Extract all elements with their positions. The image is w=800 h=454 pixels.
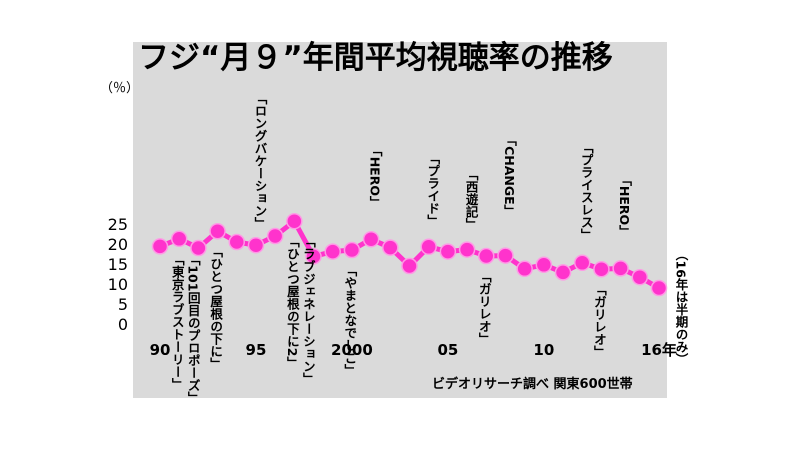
annotation-label: 「HERO」	[368, 144, 383, 208]
annotation-label: 「101回目のプロポーズ」	[186, 253, 201, 404]
x-tick-label: 05	[437, 341, 458, 359]
data-point	[170, 230, 188, 248]
data-point	[420, 238, 437, 256]
source-note: ビデオリサーチ調べ 関東600世帯	[432, 376, 633, 392]
data-point	[151, 238, 169, 255]
annotation-label: 「ひとつ屋根の下に2」	[285, 235, 300, 369]
y-tick-label: 25	[108, 215, 128, 234]
y-tick-label: 15	[108, 255, 128, 274]
x-tick-label: 2000	[331, 341, 373, 359]
annotation-label: 「プライド」	[425, 152, 440, 227]
data-point	[554, 264, 572, 281]
data-point	[209, 222, 226, 240]
data-point	[266, 227, 284, 245]
data-point	[535, 256, 553, 274]
data-point	[478, 247, 495, 265]
data-point	[497, 247, 514, 264]
data-point	[247, 236, 265, 254]
chart-background	[133, 42, 667, 398]
data-point	[631, 268, 649, 286]
data-point	[458, 241, 476, 258]
annotation-label: 「西遊記」	[464, 168, 479, 231]
data-point	[228, 233, 246, 251]
annotation-group: 「東京ラブストーリー」 「101回目のプロポーズ」 「ひとつ屋根の下に」 「ロングバケ…	[170, 92, 689, 404]
data-point	[516, 260, 533, 278]
data-point	[439, 243, 457, 260]
data-point	[324, 243, 341, 260]
y-axis-label: （％）	[100, 81, 139, 96]
annotation-label: 「HERO」	[617, 173, 632, 237]
annotation-label: （16年は半期のみ）	[674, 248, 689, 365]
data-point	[650, 279, 668, 297]
x-tick-group: 90 95 2000 05 10 16年	[150, 341, 677, 359]
y-tick-label: 0	[118, 315, 128, 334]
data-point	[612, 260, 629, 277]
annotation-label: 「東京ラブストーリー」	[170, 253, 185, 390]
y-tick-label: 10	[108, 275, 128, 294]
data-point	[362, 230, 380, 248]
data-point-group	[151, 212, 668, 297]
y-tick-label: 20	[108, 235, 128, 254]
data-point	[190, 239, 207, 257]
annotation-label: 「CHANGE」	[502, 134, 517, 218]
data-point	[573, 254, 591, 272]
annotation-label: 「プライスレス」	[579, 141, 594, 241]
annotation-label: 「ひとつ屋根の下に」	[208, 245, 223, 370]
data-point	[382, 239, 399, 256]
annotation-label: 「ラブジェネレーション」	[301, 235, 316, 385]
annotation-label: 「ガリレオ」	[477, 270, 492, 345]
x-tick-label: 16年	[641, 341, 677, 359]
x-tick-label: 90	[150, 341, 171, 359]
data-point	[286, 212, 303, 230]
y-tick-label: 5	[118, 295, 128, 314]
chart-title: フジ“月９”年間平均視聴率の推移	[138, 40, 613, 76]
data-point	[593, 260, 610, 278]
data-point	[401, 257, 418, 275]
annotation-label: 「ロングバケーション」	[252, 92, 267, 230]
x-tick-label: 95	[246, 341, 267, 359]
annotation-label: 「ガリレオ」	[592, 283, 607, 358]
data-point	[305, 248, 322, 265]
data-point	[343, 241, 361, 259]
annotation-label: 「やまとなでしこ」	[342, 264, 357, 377]
x-tick-label: 10	[533, 341, 554, 359]
